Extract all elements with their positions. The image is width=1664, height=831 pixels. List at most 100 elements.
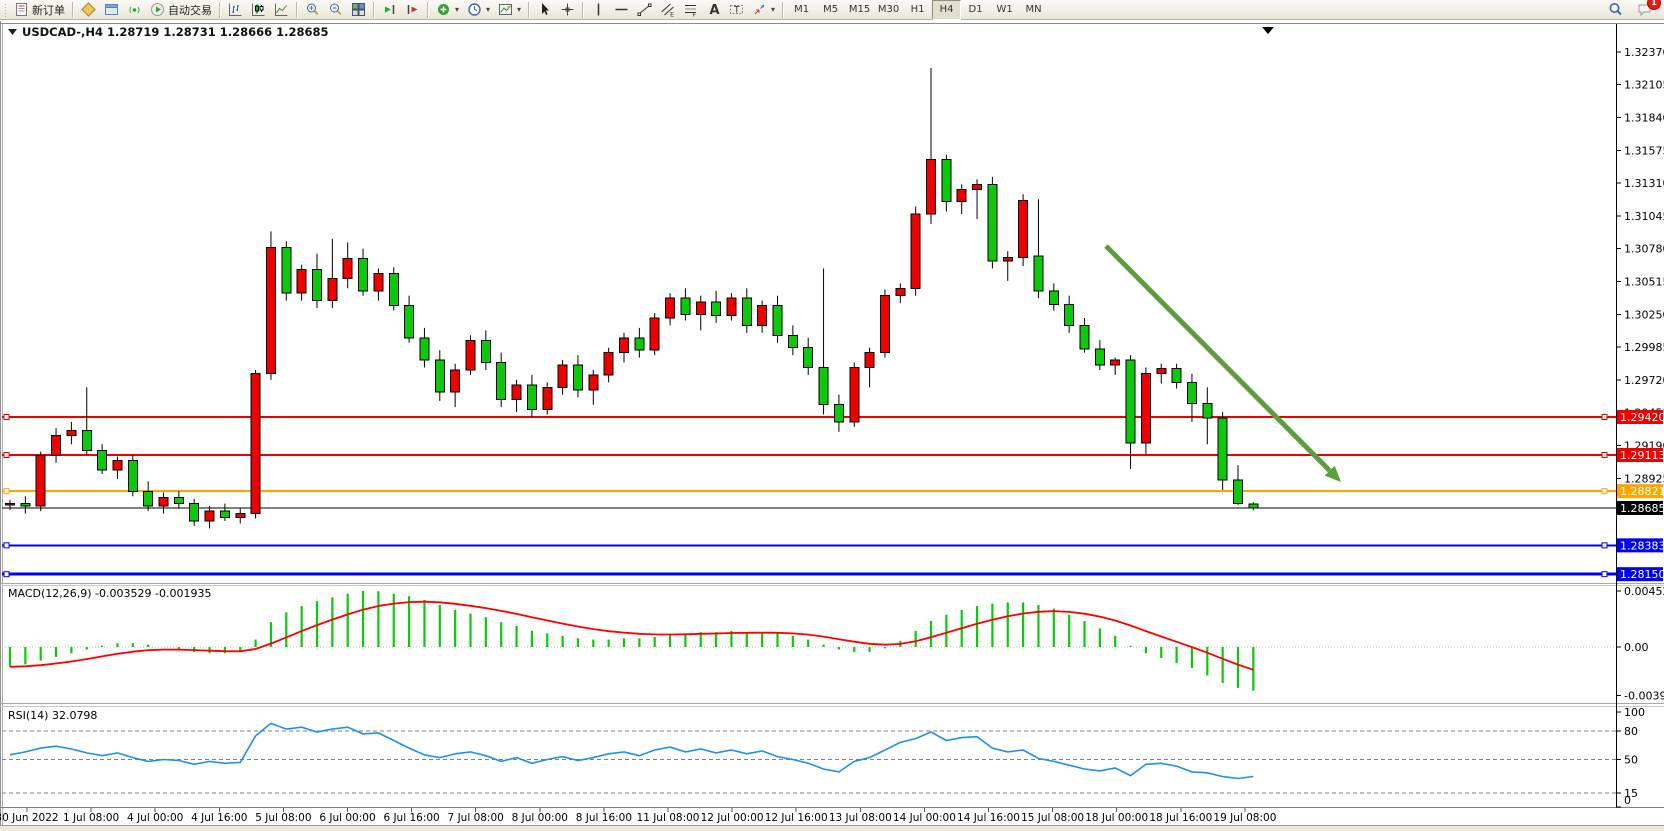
hline-handles-1.29420[interactable] bbox=[3, 414, 1608, 420]
search-button[interactable] bbox=[1604, 0, 1627, 20]
timeframe-button-h4[interactable]: H4 bbox=[932, 0, 962, 20]
new-order-icon bbox=[16, 3, 27, 16]
dropdown-arrow-icon[interactable]: ▾ bbox=[517, 5, 522, 14]
auto-scroll-button[interactable] bbox=[378, 0, 401, 20]
candlestick-chart-button[interactable] bbox=[247, 0, 270, 20]
time-tick-label: 19 Jul 08:00 bbox=[1213, 812, 1276, 824]
timeframe-button-m15[interactable]: M15 bbox=[848, 4, 871, 15]
profiles-icon bbox=[105, 4, 118, 15]
toolbar-separator bbox=[582, 1, 585, 18]
time-axis[interactable]: 30 Jun 2022 1 Jul 08:00 4 Jul 00:00 4 Jul 1… bbox=[0, 808, 1276, 824]
chart-shift-marker[interactable] bbox=[1262, 27, 1274, 34]
price-label-1.28383: 1.28383 bbox=[1617, 538, 1664, 553]
svg-text:1.28821: 1.28821 bbox=[1620, 485, 1664, 498]
new-order-button[interactable]: 新订单 bbox=[10, 0, 69, 20]
candlestick-chart-icon bbox=[252, 3, 265, 16]
text-button[interactable]: A bbox=[702, 0, 725, 20]
trendline-button[interactable] bbox=[633, 0, 656, 20]
templates-button[interactable]: ▾ bbox=[494, 0, 525, 20]
hline-handles-1.28150[interactable] bbox=[3, 571, 1608, 578]
indicators-button[interactable]: ▾ bbox=[432, 0, 463, 20]
toolbar-separator bbox=[219, 1, 221, 18]
svg-text:E: E bbox=[670, 11, 674, 18]
arrows-button[interactable]: ▾ bbox=[748, 0, 779, 20]
horizontal-line-button[interactable] bbox=[610, 0, 633, 20]
trend-arrow[interactable] bbox=[1104, 244, 1341, 482]
timeframe-button-m1[interactable]: M1 bbox=[794, 4, 810, 15]
vertical-line-button[interactable] bbox=[587, 0, 610, 20]
fibonacci-button[interactable]: F bbox=[679, 0, 702, 20]
price-tick-label: 1.32105 bbox=[1624, 79, 1664, 92]
toolbar-separator bbox=[72, 1, 74, 18]
crosshair-button[interactable] bbox=[556, 0, 579, 20]
arrows-icon bbox=[754, 4, 765, 15]
zoom-out-button[interactable] bbox=[324, 0, 347, 20]
rsi-line bbox=[9, 722, 1254, 780]
toolbar-separator bbox=[782, 1, 785, 18]
pane-separators[interactable] bbox=[0, 583, 1664, 831]
macd-pane bbox=[8, 591, 1255, 691]
zoom-out-icon bbox=[330, 3, 342, 16]
toolbar-drag-handle[interactable] bbox=[4, 2, 8, 17]
price-tick-label: 1.28925 bbox=[1624, 472, 1664, 485]
autotrading-button[interactable]: 自动交易 bbox=[146, 0, 216, 20]
macd-signal-line bbox=[9, 600, 1254, 671]
time-tick-label: 6 Jul 16:00 bbox=[383, 812, 439, 824]
channel-button[interactable]: E bbox=[656, 0, 679, 20]
line-chart-icon bbox=[275, 3, 288, 16]
search-icon bbox=[1609, 3, 1622, 16]
time-tick-label: 15 Jul 08:00 bbox=[1021, 812, 1084, 824]
metaeditor-button[interactable] bbox=[77, 0, 100, 20]
auto-scroll-icon bbox=[385, 5, 395, 14]
toolbar: 新订单 自动交易 ▾ ▾ ▾ E F A T ▾ M1 M5 M15 M30 H1 H4 D1 W1 MN 1 bbox=[0, 0, 1664, 20]
timeframe-button-w1[interactable]: W1 bbox=[996, 4, 1013, 15]
rsi-tick-label: 80 bbox=[1624, 725, 1638, 738]
chart-shift-button[interactable] bbox=[401, 0, 424, 20]
timeframe-button-mn[interactable]: MN bbox=[1025, 4, 1042, 15]
line-chart-button[interactable] bbox=[270, 0, 293, 20]
hline-handles-1.29113[interactable] bbox=[3, 451, 1608, 458]
price-tick-label: 1.29720 bbox=[1624, 374, 1664, 387]
metaeditor-icon bbox=[81, 2, 96, 17]
time-tick-label: 8 Jul 16:00 bbox=[576, 812, 632, 824]
dropdown-arrow-icon[interactable]: ▾ bbox=[455, 5, 460, 14]
vertical-line-icon bbox=[597, 3, 600, 16]
trendline-icon bbox=[637, 3, 652, 16]
hline-handles-1.28821[interactable] bbox=[3, 488, 1608, 495]
timeframe-button-m5[interactable]: M5 bbox=[823, 4, 839, 15]
rsi-tick-label: 50 bbox=[1624, 754, 1638, 767]
template-icon bbox=[499, 4, 513, 15]
hline-handles-1.28383[interactable] bbox=[3, 542, 1608, 549]
bar-chart-button[interactable] bbox=[224, 0, 247, 20]
cursor-button[interactable] bbox=[533, 0, 556, 20]
svg-text:1.28383: 1.28383 bbox=[1620, 539, 1664, 552]
notifications-button[interactable]: 1 bbox=[1633, 0, 1661, 20]
label-button[interactable]: T bbox=[725, 0, 748, 20]
timeframe-button-h1[interactable]: H1 bbox=[910, 4, 925, 15]
profiles-button[interactable] bbox=[100, 0, 123, 20]
timeframe-button-d1[interactable]: D1 bbox=[968, 4, 983, 15]
price-tick-label: 1.30515 bbox=[1624, 275, 1664, 288]
dropdown-arrow-icon[interactable]: ▾ bbox=[771, 5, 776, 14]
time-tick-label: 5 Jul 08:00 bbox=[255, 812, 311, 824]
symbol-ohlc-line: USDCAD-,H4 1.28719 1.28731 1.28666 1.286… bbox=[8, 25, 329, 39]
price-label-1.28150: 1.28150 bbox=[1617, 567, 1664, 582]
time-tick-label: 11 Jul 08:00 bbox=[637, 812, 700, 824]
price-label-1.28821: 1.28821 bbox=[1617, 484, 1664, 499]
zoom-in-button[interactable] bbox=[301, 0, 324, 20]
time-tick-label: 12 Jul 00:00 bbox=[701, 812, 764, 824]
one-click-trading-arrow-icon[interactable] bbox=[8, 29, 17, 35]
price-label-1.29420: 1.29420 bbox=[1617, 410, 1664, 424]
time-tick-label: 14 Jul 16:00 bbox=[957, 812, 1020, 824]
signals-button[interactable] bbox=[123, 0, 146, 20]
time-tick-label: 4 Jul 00:00 bbox=[127, 812, 183, 824]
price-tick-label: 1.32370 bbox=[1624, 46, 1664, 59]
price-axis[interactable]: 1.32370 1.32105 1.31840 1.31575 1.31310 1.310… bbox=[1616, 24, 1664, 807]
tile-windows-icon bbox=[352, 3, 365, 16]
dropdown-arrow-icon[interactable]: ▾ bbox=[486, 5, 491, 14]
periods-button[interactable]: ▾ bbox=[463, 0, 494, 20]
timeframe-button-m30[interactable]: M30 bbox=[877, 4, 900, 15]
tile-windows-button[interactable] bbox=[347, 0, 370, 20]
rsi-tick-label: 100 bbox=[1624, 706, 1645, 719]
